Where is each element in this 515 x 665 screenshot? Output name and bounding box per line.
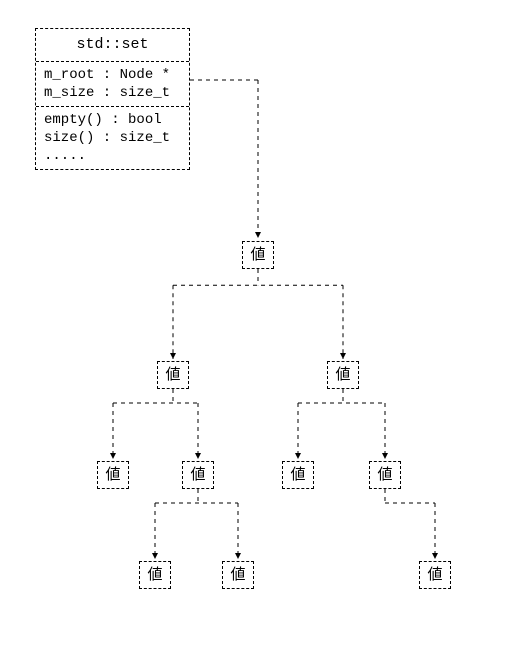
class-title: std::set [36, 29, 189, 62]
tree-node: 値 [222, 561, 254, 589]
diagram-canvas: std::set m_root : Node * m_size : size_t… [0, 0, 515, 665]
tree-node: 値 [327, 361, 359, 389]
class-attributes: m_root : Node * m_size : size_t [36, 62, 189, 107]
tree-node: 値 [139, 561, 171, 589]
class-methods: empty() : bool size() : size_t ..... [36, 107, 189, 170]
class-box: std::set m_root : Node * m_size : size_t… [35, 28, 190, 170]
tree-node: 値 [242, 241, 274, 269]
tree-node: 値 [97, 461, 129, 489]
tree-node: 値 [182, 461, 214, 489]
tree-node: 値 [157, 361, 189, 389]
tree-node: 値 [419, 561, 451, 589]
tree-node: 値 [282, 461, 314, 489]
tree-node: 値 [369, 461, 401, 489]
